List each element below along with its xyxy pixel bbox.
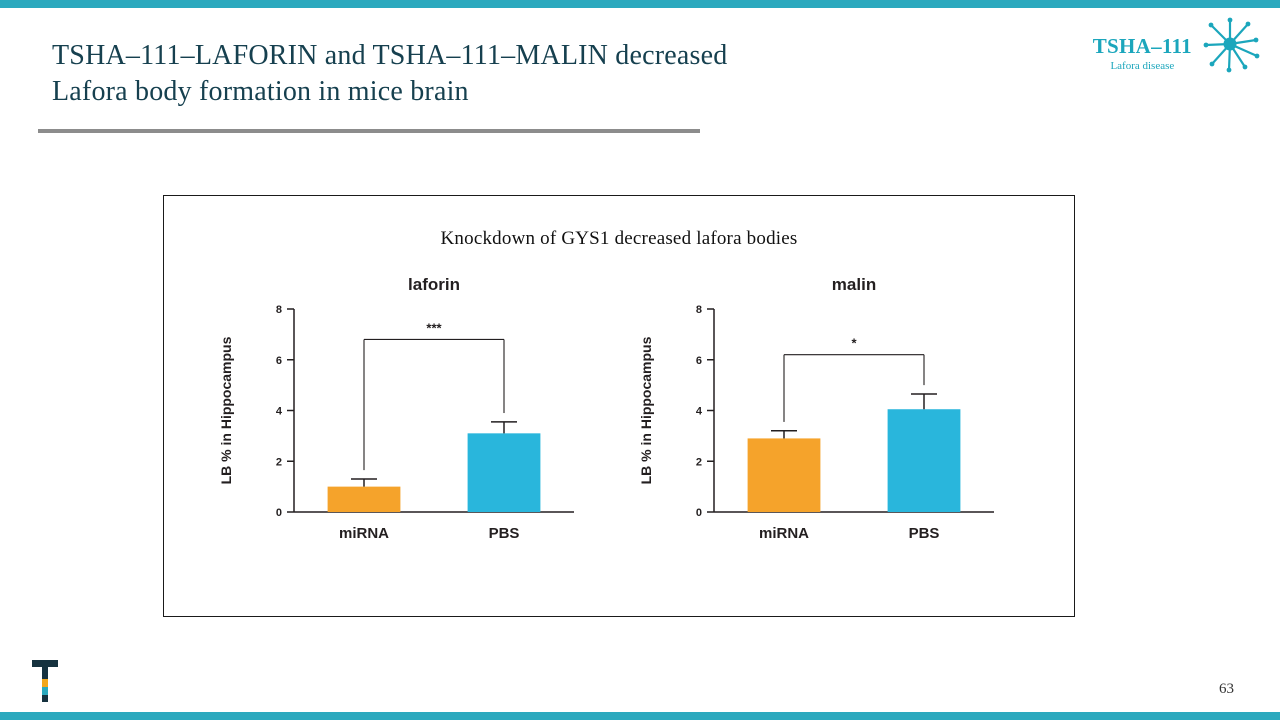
slide-title-line1: TSHA–111–LAFORIN and TSHA–111–MALIN decr… — [52, 40, 728, 71]
bar-chart-malin: 0 2 4 6 8 miRNA PBS * malin LB % in Hippocampus — [629, 264, 1029, 574]
chart-svg-laforin: 0 2 4 6 8 miRNA PBS *** laforin LB % in Hippocamp… — [218, 275, 574, 542]
bottom-accent-bar — [0, 712, 1280, 720]
brand-name: TSHA–111 — [1092, 34, 1192, 58]
y-tick-label: 2 — [696, 456, 702, 468]
bar-miRNA — [747, 438, 821, 512]
chart-title: laforin — [408, 275, 460, 294]
y-tick-label: 4 — [696, 406, 703, 418]
y-tick-label: 0 — [276, 507, 282, 519]
bar-chart-laforin: 0 2 4 6 8 miRNA PBS *** laforin LB % in Hippocamp… — [209, 264, 609, 574]
y-tick-label: 4 — [276, 406, 283, 418]
significance-stars: * — [851, 336, 857, 351]
chart-title: malin — [832, 275, 876, 294]
company-t-logo-icon — [32, 660, 58, 702]
y-tick-label: 6 — [276, 355, 282, 367]
page-number: 63 — [1219, 681, 1234, 697]
y-tick-label: 2 — [276, 456, 282, 468]
chart-svg-malin: 0 2 4 6 8 miRNA PBS * malin LB % in Hippocampus — [638, 275, 994, 542]
top-accent-bar — [0, 0, 1280, 8]
brand-subtitle: Lafora disease — [1110, 60, 1175, 72]
bar-PBS — [467, 433, 541, 512]
neuron-icon — [1203, 17, 1260, 73]
slide-title: TSHA–111–LAFORIN and TSHA–111–MALIN decr… — [52, 38, 727, 110]
brand-text: TSHA–111 Lafora disease — [1093, 34, 1192, 72]
brand-logo: TSHA–111 Lafora disease — [1093, 12, 1264, 76]
x-category-label: miRNA — [759, 525, 809, 542]
y-tick-label: 8 — [276, 304, 282, 316]
y-tick-label: 0 — [696, 507, 702, 519]
title-divider — [38, 129, 700, 133]
figure-title: Knockdown of GYS1 decreased lafora bodie… — [440, 228, 798, 249]
slide-title-line2: Lafora body formation in mice brain — [52, 75, 469, 107]
y-axis-label: LB % in Hippocampus — [218, 336, 234, 484]
bar-PBS — [887, 409, 961, 512]
figure-panel: Knockdown of GYS1 decreased lafora bodie… — [163, 195, 1075, 617]
significance-stars: *** — [426, 320, 442, 335]
charts-row: 0 2 4 6 8 miRNA PBS *** laforin LB % in Hippocamp… — [164, 264, 1074, 574]
bar-miRNA — [327, 486, 401, 512]
x-category-label: PBS — [909, 525, 940, 542]
x-category-label: miRNA — [339, 525, 389, 542]
x-category-label: PBS — [489, 525, 520, 542]
y-axis-label: LB % in Hippocampus — [638, 336, 654, 484]
y-tick-label: 6 — [696, 355, 702, 367]
y-tick-label: 8 — [696, 304, 702, 316]
